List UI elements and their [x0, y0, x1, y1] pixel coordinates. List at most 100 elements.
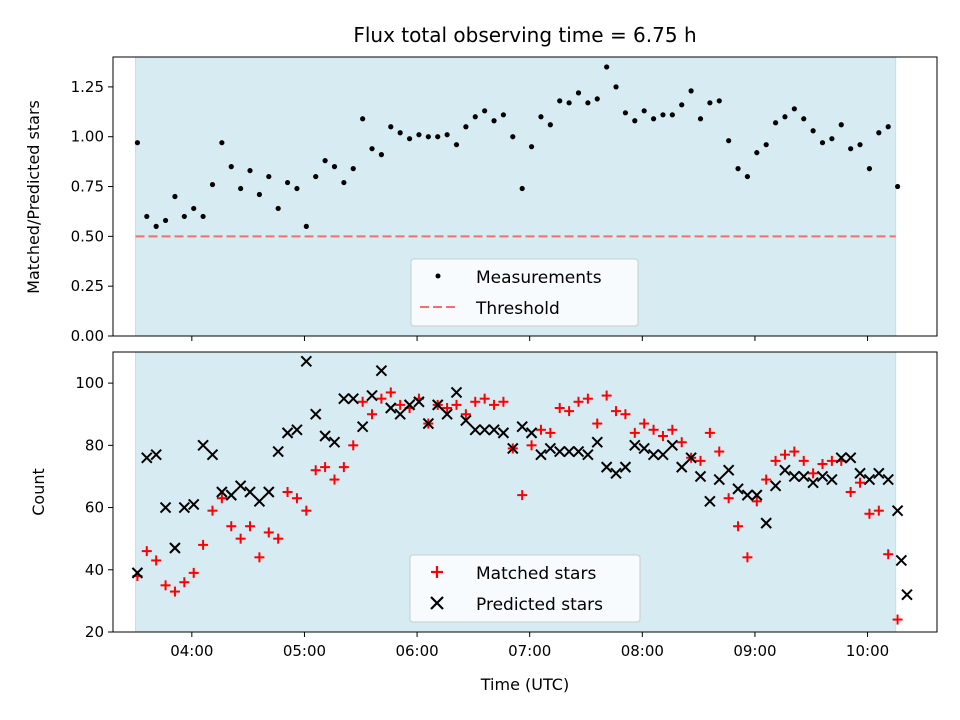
predicted-star-point	[572, 445, 585, 458]
top-y-tick-label: 0.75	[71, 178, 104, 196]
measurement-point	[303, 223, 309, 229]
predicted-star-point	[844, 452, 857, 464]
x-tick-label: 07:00	[508, 642, 551, 660]
bottom-y-tick-label: 100	[75, 374, 104, 392]
measurement-point	[754, 150, 760, 156]
predicted-star-point	[535, 448, 547, 461]
measurement-point	[876, 130, 882, 136]
legend-matched-marker	[431, 566, 443, 578]
matched-star-point	[245, 521, 256, 532]
matched-star-point	[733, 521, 744, 532]
measurement-point	[679, 102, 685, 108]
measurement-point	[735, 166, 741, 172]
measurement-point	[528, 144, 535, 150]
matched-star-point	[629, 427, 640, 438]
measurement-point	[425, 134, 431, 140]
matched-star-point	[761, 474, 772, 485]
top-y-ticks: 0.00 0.25 0.50 0.75 1.00 1.25	[71, 78, 113, 345]
matched-star-point	[207, 505, 218, 516]
measurement-point	[585, 100, 591, 106]
predicted-star-point	[798, 470, 810, 483]
matched-star-point	[779, 449, 790, 460]
matched-star-point	[714, 446, 725, 457]
measurement-point	[791, 106, 797, 112]
measurement-point	[641, 108, 647, 114]
matched-star-point	[226, 521, 237, 532]
measurement-point	[866, 166, 873, 172]
predicted-star-point	[338, 392, 350, 405]
predicted-star-point	[169, 542, 181, 554]
predicted-star-point	[685, 452, 697, 464]
matched-star-point	[517, 490, 528, 501]
predicted-star-point	[488, 424, 500, 436]
predicted-star-point	[563, 445, 575, 458]
measurement-point	[557, 98, 563, 104]
measurement-point	[266, 173, 272, 180]
predicted-star-point	[769, 480, 782, 492]
measurement-point	[369, 146, 375, 152]
matched-star-point	[864, 508, 875, 519]
legend-matched-label: Matched stars	[476, 564, 596, 584]
measurement-point	[650, 116, 657, 122]
matched-star-point	[198, 539, 209, 550]
x-tick-label: 09:00	[733, 642, 776, 660]
measurement-point	[144, 213, 150, 220]
predicted-star-point	[394, 408, 406, 420]
matched-star-point	[789, 446, 800, 457]
measurement-point	[228, 164, 234, 170]
x-tick-label: 06:00	[395, 642, 438, 660]
measurement-point	[256, 191, 263, 198]
predicted-star-point	[272, 445, 284, 458]
measurement-point	[322, 158, 328, 164]
matched-star-point	[704, 427, 715, 438]
measurement-point	[181, 213, 187, 220]
matched-star-point	[395, 399, 406, 410]
predicted-star-point	[610, 467, 622, 480]
matched-star-point	[470, 396, 481, 407]
bottom-y-tick-label: 20	[85, 623, 104, 641]
measurement-point	[604, 64, 610, 70]
matched-star-point	[169, 586, 180, 597]
top-legend: Measurements Threshold	[410, 258, 639, 327]
predicted-star-point	[704, 495, 716, 508]
measurement-point	[472, 114, 478, 120]
x-tick-label: 08:00	[621, 642, 664, 660]
top-y-axis-label: Matched/Predicted stars	[24, 100, 43, 294]
matched-star-point	[310, 465, 321, 476]
measurement-point	[575, 90, 582, 96]
predicted-star-point	[713, 473, 725, 486]
measurement-point	[453, 142, 460, 148]
predicted-star-point	[760, 517, 772, 529]
measurement-point	[697, 116, 704, 122]
matched-star-point	[573, 396, 584, 407]
matched-star-point	[489, 399, 500, 410]
predicted-star-point	[507, 442, 519, 455]
top-axes-frame	[112, 56, 938, 337]
measurement-point	[153, 223, 159, 229]
predicted-star-point	[234, 480, 247, 492]
measurement-point	[763, 142, 769, 148]
predicted-star-point	[694, 470, 707, 483]
measurement-point	[519, 185, 525, 192]
predicted-star-point	[788, 470, 801, 483]
matched-star-point	[479, 393, 490, 404]
measurement-point	[134, 140, 141, 146]
measurement-point	[772, 120, 779, 126]
matched-star-point	[535, 424, 546, 435]
matched-star-point	[451, 399, 462, 410]
measurement-points	[134, 64, 901, 229]
predicted-star-point	[281, 427, 294, 439]
matched-star-point	[808, 468, 819, 479]
measurement-point	[238, 185, 244, 192]
measurement-point	[313, 173, 319, 180]
predicted-star-point	[891, 504, 904, 517]
predicted-star-point	[356, 420, 369, 433]
predicted-star-point	[413, 396, 425, 408]
predicted-star-point	[441, 408, 453, 420]
predicted-star-point	[525, 427, 538, 439]
matched-star-point	[320, 462, 331, 473]
bottom-y-axis-label: Count	[29, 468, 48, 516]
predicted-star-point	[478, 424, 491, 436]
predicted-star-point	[582, 448, 594, 461]
measurement-point	[688, 88, 694, 94]
